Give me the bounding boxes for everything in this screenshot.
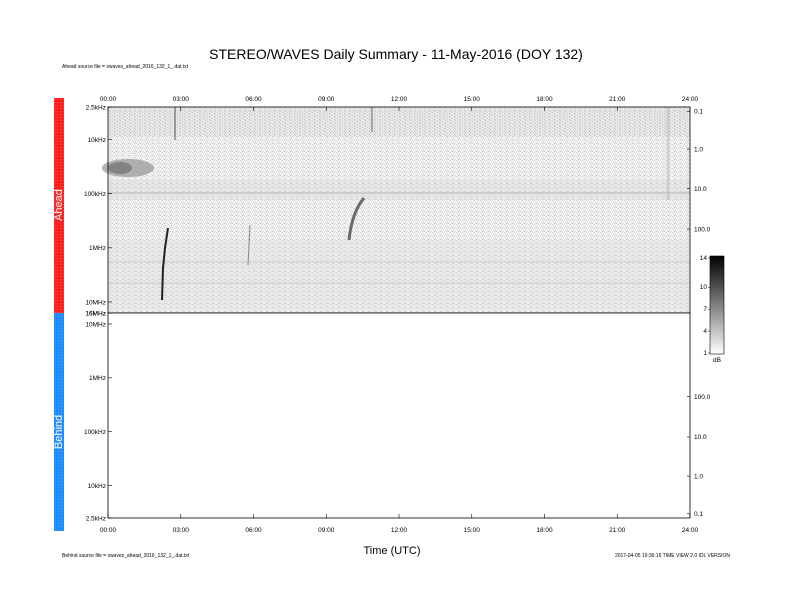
ahead-xtick-label: 12:00: [391, 96, 408, 103]
colorbar: 14 10 7 4 1 dB: [700, 255, 725, 364]
burst-type-iii-0945: [347, 197, 366, 241]
ahead-ytick-label: 10MHz: [85, 299, 106, 306]
behind-right-tick-label: 0.1: [694, 511, 703, 518]
behind-right-tick-label: 10.0: [694, 434, 707, 441]
colorbar-tick-label: 4: [703, 328, 707, 335]
behind-ytick-label: 10MHz: [85, 321, 106, 328]
colorbar-tick-label: 1: [703, 350, 707, 357]
colorbar-ticks: 14 10 7 4 1: [700, 255, 710, 357]
behind-ytick-label: 100kHz: [84, 429, 106, 436]
behind-xtick-label: 21:00: [609, 527, 626, 534]
ahead-xtick-label: 03:00: [173, 96, 190, 103]
behind-right-tick-label: 100.0: [694, 394, 711, 401]
behind-xtick-label: 24:00: [682, 527, 699, 534]
behind-xtick-label: 12:00: [391, 527, 408, 534]
ahead-band-label: Ahead: [53, 189, 65, 221]
colorbar-unit: dB: [713, 357, 721, 364]
ahead-ytick-label: 16MHz: [85, 310, 106, 317]
behind-xtick-label: 15:00: [464, 527, 481, 534]
ahead-right-tick-label: 1.0: [694, 146, 703, 153]
ahead-xtick-label: 15:00: [464, 96, 481, 103]
colorbar-tick-label: 10: [700, 284, 708, 291]
behind-xtick-label: 03:00: [173, 527, 190, 534]
colorbar-tick-label: 14: [700, 255, 708, 262]
ahead-ytick-label: 100kHz: [84, 191, 106, 198]
behind-ytick-label: 16MHz: [85, 310, 106, 317]
behind-source-note: Behind source file = swaves_ahead_2016_1…: [62, 553, 190, 559]
ahead-axes: 2.5kHz 10kHz 100kHz 1MHz 10MHz 16MHz 0.1 1.0 10.…: [84, 96, 711, 317]
ahead-xtick-label: 00:00: [100, 96, 117, 103]
ahead-xtick-label: 18:00: [536, 96, 553, 103]
ahead-spectrogram: [108, 107, 690, 313]
behind-xtick-label: 09:00: [318, 527, 335, 534]
colorbar-tick-label: 7: [703, 306, 707, 313]
behind-axes: 16MHz 10MHz 1MHz 100kHz 10kHz 2.5kHz 100.0 10.0…: [84, 310, 711, 534]
behind-xtick-label: 06:00: [245, 527, 262, 534]
behind-xtick-label: 00:00: [100, 527, 117, 534]
behind-ytick-label: 2.5kHz: [86, 515, 106, 522]
ahead-ytick-label: 1MHz: [89, 245, 106, 252]
ahead-xtick-label: 06:00: [245, 96, 262, 103]
behind-ytick-label: 1MHz: [89, 375, 106, 382]
x-axis-label: Time (UTC): [363, 545, 420, 557]
burst-type-iii-0230: [161, 227, 169, 301]
behind-right-tick-label: 1.0: [694, 473, 703, 480]
behind-panel-frame: [107, 312, 691, 519]
ahead-xtick-label: 21:00: [609, 96, 626, 103]
behind-ytick-label: 10kHz: [88, 483, 106, 490]
figure-title: STEREO/WAVES Daily Summary - 11-May-2016…: [209, 46, 583, 62]
ahead-right-tick-label: 10.0: [694, 186, 707, 193]
behind-band: Behind: [53, 313, 65, 531]
footer-timestamp: 2017-04-05 19:36:16 TIME VIEW 2.0 IDL VE…: [615, 553, 730, 559]
ahead-source-note: Ahead source file = swaves_ahead_2016_13…: [62, 64, 189, 70]
ahead-right-tick-label: 100.0: [694, 226, 711, 233]
ahead-band: Ahead: [53, 98, 65, 313]
radio-burst-features: [102, 159, 366, 301]
ahead-xtick-label: 24:00: [682, 96, 699, 103]
ahead-ytick-label: 2.5kHz: [86, 104, 106, 111]
ahead-right-tick-label: 0.1: [694, 109, 703, 116]
behind-xtick-label: 18:00: [536, 527, 553, 534]
behind-band-label: Behind: [53, 415, 65, 449]
ahead-xtick-label: 09:00: [318, 96, 335, 103]
ahead-ytick-label: 10kHz: [88, 137, 106, 144]
